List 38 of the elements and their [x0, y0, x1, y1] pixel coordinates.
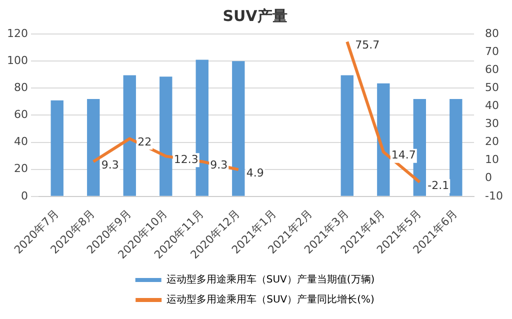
- y2-tick-label: 30: [485, 117, 500, 130]
- legend-label: 运动型多用途乘用车（SUV）产量当期值(万辆): [166, 274, 375, 286]
- y-tick-label: 0: [20, 189, 28, 202]
- y2-tick-label: -10: [485, 189, 503, 202]
- y2-tick-label: 20: [485, 135, 500, 148]
- bar: [196, 60, 208, 196]
- y2-tick-label: 50: [485, 81, 500, 94]
- bar: [450, 98, 462, 196]
- legend-label: 运动型多用途乘用车（SUV）产量同比增长(%): [166, 294, 375, 306]
- bar: [413, 98, 426, 196]
- y-tick-label: 80: [14, 81, 28, 94]
- data-label: 9.3: [210, 158, 228, 172]
- bar: [377, 83, 390, 196]
- bar: [160, 76, 172, 196]
- y2-tick-label: 80: [485, 26, 500, 40]
- y-tick-label: 20: [14, 162, 28, 176]
- bar: [50, 100, 64, 196]
- bar: [87, 98, 100, 196]
- data-label: 75.7: [355, 38, 380, 52]
- y2-tick-label: 60: [485, 62, 500, 76]
- y-tick-label: 100: [6, 54, 28, 67]
- data-label: 22: [138, 136, 152, 149]
- data-label: 14.7: [391, 148, 416, 162]
- chart-title: SUV产量: [222, 6, 288, 25]
- data-label: 9.3: [101, 158, 119, 172]
- data-label: 12.3: [174, 153, 198, 166]
- y2-tick-label: 0: [485, 171, 492, 184]
- y2-tick-label: 40: [485, 99, 500, 112]
- bar: [123, 75, 136, 196]
- y2-tick-label: 10: [485, 153, 500, 166]
- y-tick-label: 60: [14, 108, 28, 122]
- bar: [340, 75, 354, 196]
- y-tick-label: 120: [6, 26, 28, 40]
- data-label: -2.1: [428, 179, 450, 192]
- data-label: 4.9: [246, 166, 264, 180]
- bar: [232, 61, 245, 196]
- y2-tick-label: 70: [485, 44, 500, 58]
- y-tick-label: 40: [14, 135, 28, 148]
